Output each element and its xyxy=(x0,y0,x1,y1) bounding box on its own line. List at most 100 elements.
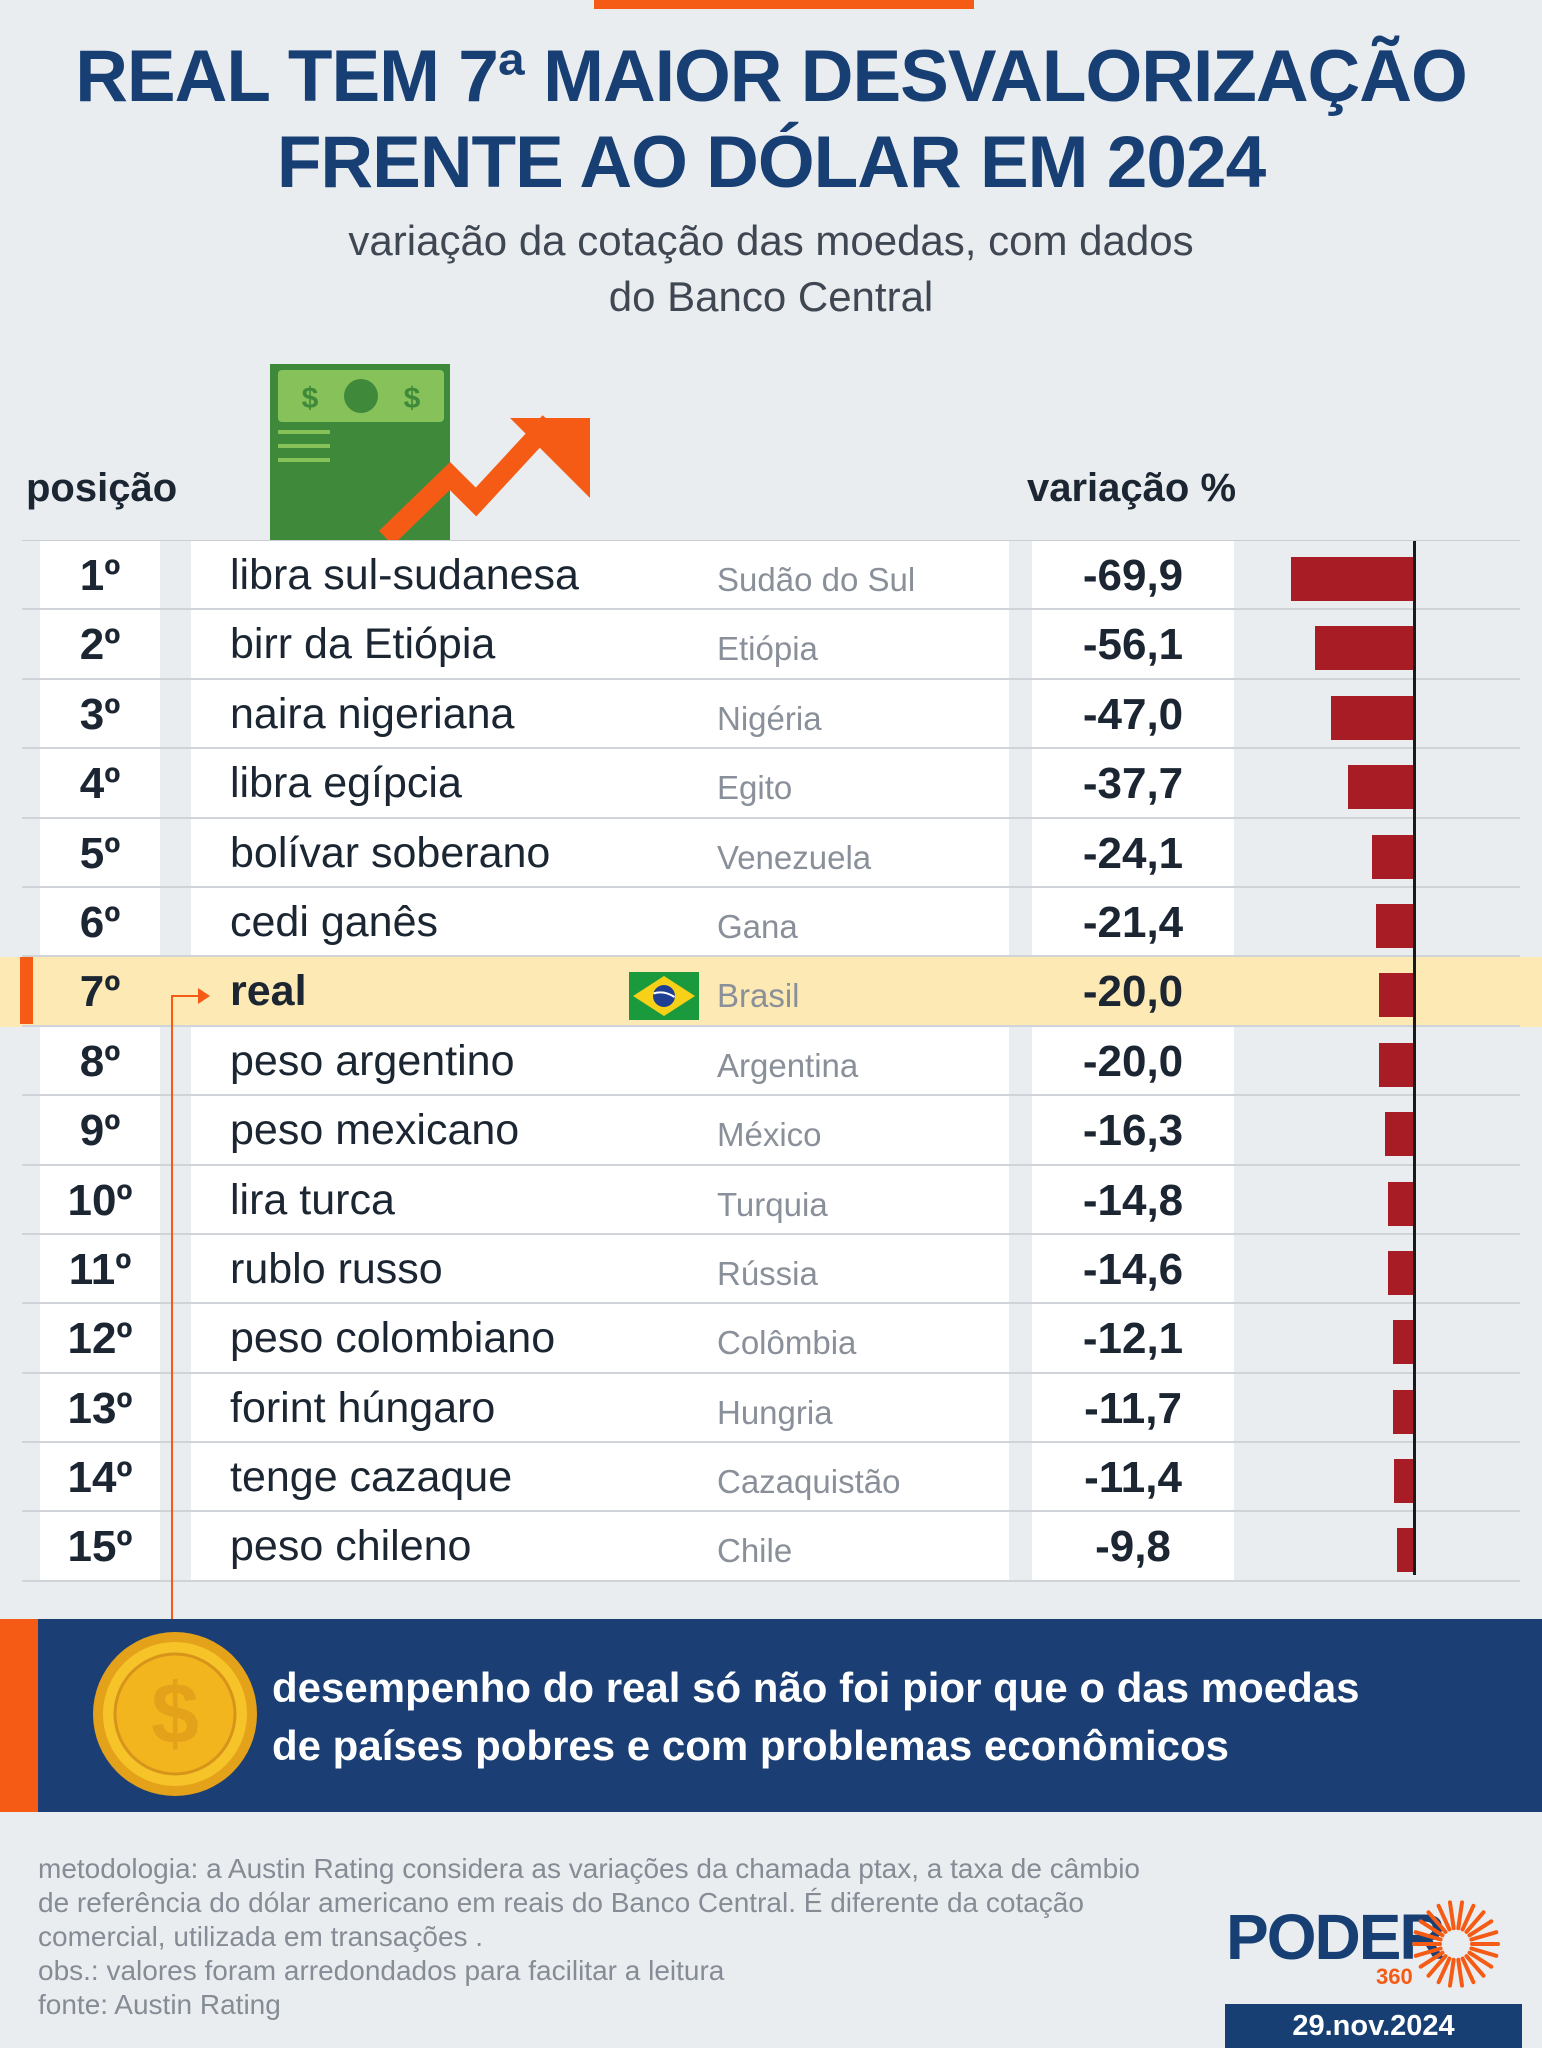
callout-box: desempenho do real só não foi pior que o… xyxy=(0,1619,1542,1812)
position-label: 9º xyxy=(79,1106,121,1156)
bar xyxy=(1315,626,1414,671)
value-cell xyxy=(1032,541,1234,609)
position-cell xyxy=(40,541,160,609)
value-cell xyxy=(1032,1165,1234,1233)
poder360-logo: PODER 360 xyxy=(1226,1898,1508,1996)
position-cell xyxy=(40,1512,160,1580)
callout-line-2: de países pobres e com problemas econômi… xyxy=(272,1722,1229,1769)
data-label: -21,4 xyxy=(1082,897,1184,947)
table-row: 4º libra egípcia Egito -37,7 xyxy=(0,749,1542,819)
bar xyxy=(1393,1459,1414,1504)
row-separator xyxy=(22,955,1520,958)
position-label: 8º xyxy=(79,1036,121,1086)
title-line-2: FRENTE AO DÓLAR EM 2024 xyxy=(276,122,1266,203)
currency-cell xyxy=(191,1026,1009,1095)
data-label: -14,6 xyxy=(1082,1244,1184,1294)
row-separator xyxy=(22,1510,1520,1513)
position-label: 14º xyxy=(67,1453,133,1503)
bar xyxy=(1392,1320,1414,1365)
table-row: 6º cedi ganês Gana -21,4 xyxy=(0,887,1542,958)
country-name: Venezuela xyxy=(717,838,872,876)
country-name: Colômbia xyxy=(717,1324,857,1362)
callout-line-1: desempenho do real só não foi pior que o… xyxy=(272,1664,1360,1711)
row-separator xyxy=(22,747,1520,750)
footer-obs: obs.: valores foram arredondados para fa… xyxy=(38,1955,725,1986)
bar xyxy=(1376,903,1414,948)
currency-name: forint húngaro xyxy=(230,1383,496,1432)
data-label: -20,0 xyxy=(1082,1036,1184,1086)
country-name: Egito xyxy=(717,769,793,807)
banknote-rising-arrow-icon: $ $ xyxy=(270,364,590,542)
data-label: -14,8 xyxy=(1082,1175,1184,1225)
value-cell xyxy=(1032,1026,1234,1095)
data-label: -11,7 xyxy=(1084,1383,1182,1433)
footer-methodology-1: metodologia: a Austin Rating considera a… xyxy=(38,1853,1140,1884)
value-cell xyxy=(1032,1304,1234,1372)
position-cell xyxy=(40,1165,160,1233)
footer-methodology-3: comercial, utilizada em transações . xyxy=(38,1921,484,1952)
currency-name: tenge cazaque xyxy=(230,1453,513,1502)
currency-cell xyxy=(191,1443,1009,1511)
position-label: 11º xyxy=(68,1244,132,1294)
bar xyxy=(1291,557,1414,601)
row-separator xyxy=(22,608,1520,611)
country-name: Cazaquistão xyxy=(717,1463,901,1501)
data-label: -16,3 xyxy=(1082,1106,1184,1156)
country-name: México xyxy=(717,1116,822,1154)
callout-text: desempenho do real só não foi pior que o… xyxy=(272,1659,1512,1775)
table-row: 14º tenge cazaque Cazaquistão -11,4 xyxy=(0,1443,1542,1513)
gold-coin-icon: $ xyxy=(93,1632,257,1796)
position-label: 6º xyxy=(79,897,121,947)
position-cell xyxy=(40,1234,160,1303)
value-cell xyxy=(1032,749,1234,817)
banknote-dollar-left: $ xyxy=(302,382,319,415)
currency-name: cedi ganês xyxy=(230,897,438,946)
position-label: 2º xyxy=(79,620,121,670)
currency-name: peso colombiano xyxy=(230,1314,556,1363)
bar xyxy=(1378,973,1414,1018)
row-separator xyxy=(22,1579,1520,1582)
data-label: -20,0 xyxy=(1082,967,1184,1017)
row-separator xyxy=(22,1094,1520,1097)
table-row: 5º bolívar soberano Venezuela -24,1 xyxy=(0,818,1542,888)
highlight-marker xyxy=(20,957,33,1025)
page-subtitle: variação da cotação das moedas, com dado… xyxy=(0,213,1542,325)
table-row: 1º libra sul-sudanesa Sudão do Sul -69,9 xyxy=(0,541,1542,611)
row-separator xyxy=(22,1441,1520,1444)
position-label: 4º xyxy=(79,759,121,809)
bar xyxy=(1385,1112,1414,1157)
value-cell xyxy=(1032,1096,1234,1164)
subtitle-line-1: variação da cotação das moedas, com dado… xyxy=(348,217,1194,264)
table-row: 15º peso chileno Chile -9,8 xyxy=(0,1512,1542,1582)
currency-name: bolívar soberano xyxy=(230,828,551,877)
currency-cell xyxy=(191,887,1009,956)
currency-name: peso chileno xyxy=(230,1522,472,1571)
country-name: Chile xyxy=(717,1532,793,1570)
country-name: Sudão do Sul xyxy=(717,561,916,598)
bar xyxy=(1347,765,1414,810)
row-separator xyxy=(22,677,1520,680)
country-name: Nigéria xyxy=(717,699,822,737)
date-badge: 29.nov.2024 xyxy=(1225,2004,1522,2048)
position-cell xyxy=(40,1443,160,1511)
position-cell xyxy=(40,818,160,886)
country-name: Etiópia xyxy=(717,630,818,668)
position-cell xyxy=(40,1373,160,1442)
value-cell xyxy=(1032,1512,1234,1580)
logo-sub: 360 xyxy=(1376,1964,1413,1989)
position-label: 15º xyxy=(67,1522,133,1572)
currency-cell xyxy=(191,610,1009,678)
top-accent-bar xyxy=(594,0,974,9)
row-separator xyxy=(22,1024,1520,1027)
column-header-position: posição xyxy=(26,466,178,510)
position-cell xyxy=(40,679,160,748)
data-label: -11,4 xyxy=(1084,1453,1182,1503)
data-label: -24,1 xyxy=(1082,828,1184,878)
header-rule xyxy=(22,540,1520,541)
coin-dollar-sign: $ xyxy=(151,1666,199,1762)
bar xyxy=(1388,1250,1414,1295)
table-row: 10º lira turca Turquia -14,8 xyxy=(0,1165,1542,1235)
position-label: 10º xyxy=(67,1175,133,1225)
position-cell xyxy=(40,1304,160,1372)
country-name: Brasil xyxy=(717,977,800,1015)
